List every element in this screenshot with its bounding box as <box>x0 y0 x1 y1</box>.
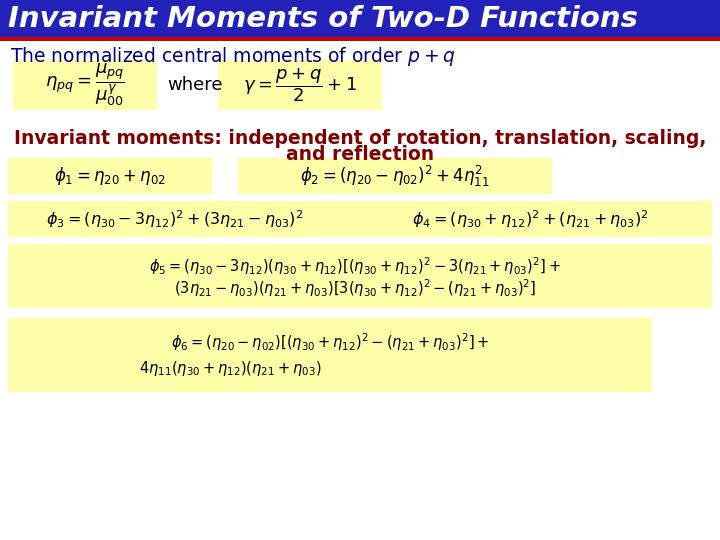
Text: and reflection: and reflection <box>286 145 434 165</box>
FancyBboxPatch shape <box>8 318 652 392</box>
FancyBboxPatch shape <box>8 201 712 237</box>
FancyBboxPatch shape <box>0 0 720 37</box>
Text: $\phi_3 = (\eta_{30} - 3\eta_{12})^2 + (3\eta_{21} - \eta_{03})^2$: $\phi_3 = (\eta_{30} - 3\eta_{12})^2 + (… <box>46 208 304 230</box>
FancyBboxPatch shape <box>8 158 212 194</box>
Text: $\phi_4 = (\eta_{30} + \eta_{12})^2 + (\eta_{21} + \eta_{03})^2$: $\phi_4 = (\eta_{30} + \eta_{12})^2 + (\… <box>412 208 649 230</box>
Text: Invariant moments: independent of rotation, translation, scaling,: Invariant moments: independent of rotati… <box>14 129 706 147</box>
FancyBboxPatch shape <box>8 244 712 308</box>
Text: $\phi_1 = \eta_{20} + \eta_{02}$: $\phi_1 = \eta_{20} + \eta_{02}$ <box>54 165 166 187</box>
FancyBboxPatch shape <box>218 60 382 110</box>
Text: where: where <box>167 76 222 94</box>
FancyBboxPatch shape <box>13 60 157 110</box>
Text: Invariant Moments of Two-D Functions: Invariant Moments of Two-D Functions <box>8 5 638 33</box>
Text: $\gamma = \dfrac{p + q}{2} + 1$: $\gamma = \dfrac{p + q}{2} + 1$ <box>243 66 357 104</box>
Text: $\phi_2 = (\eta_{20} - \eta_{02})^2 + 4\eta_{11}^2$: $\phi_2 = (\eta_{20} - \eta_{02})^2 + 4\… <box>300 164 490 188</box>
FancyBboxPatch shape <box>0 37 720 41</box>
Text: $4\eta_{11}(\eta_{30} + \eta_{12})(\eta_{21} + \eta_{03})$: $4\eta_{11}(\eta_{30} + \eta_{12})(\eta_… <box>139 359 321 377</box>
Text: $\phi_5 = (\eta_{30} - 3\eta_{12})(\eta_{30} + \eta_{12})[(\eta_{30} + \eta_{12}: $\phi_5 = (\eta_{30} - 3\eta_{12})(\eta_… <box>149 255 561 277</box>
FancyBboxPatch shape <box>238 158 552 194</box>
Text: $\eta_{pq} = \dfrac{\mu_{pq}}{\mu_{00}^{\gamma}}$: $\eta_{pq} = \dfrac{\mu_{pq}}{\mu_{00}^{… <box>45 62 125 109</box>
Text: The normalized central moments of order $p + q$: The normalized central moments of order … <box>10 44 456 68</box>
Text: $\phi_6 = (\eta_{20} - \eta_{02})[(\eta_{30} + \eta_{12})^2 - (\eta_{21} + \eta_: $\phi_6 = (\eta_{20} - \eta_{02})[(\eta_… <box>171 331 489 353</box>
Text: $(3\eta_{21} - \eta_{03})(\eta_{21} + \eta_{03})[3(\eta_{30} + \eta_{12})^2 - (\: $(3\eta_{21} - \eta_{03})(\eta_{21} + \e… <box>174 277 536 299</box>
